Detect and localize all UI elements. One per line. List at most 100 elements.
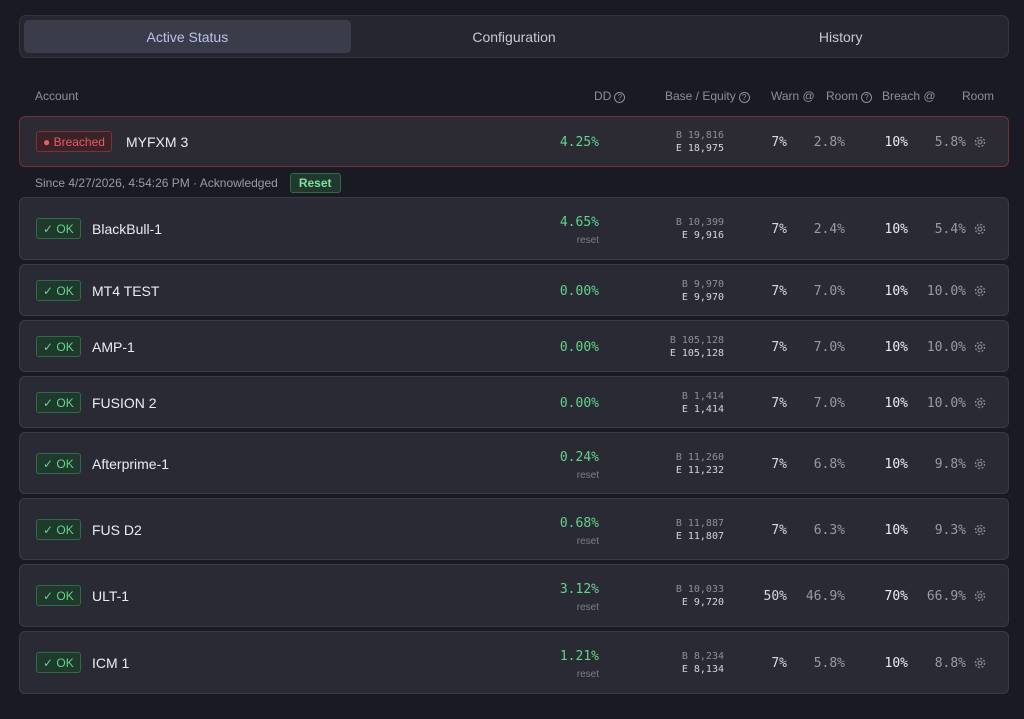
breach-value: 10%	[884, 340, 908, 355]
breach-info-text: Since 4/27/2026, 4:54:26 PM · Acknowledg…	[35, 176, 278, 190]
base-equity: B 9,970 E 9,970	[681, 279, 724, 303]
gear-icon[interactable]	[973, 284, 987, 298]
account-name: FUS D2	[92, 522, 142, 538]
tab-configuration[interactable]: Configuration	[472, 28, 556, 45]
reset-button[interactable]: Reset	[289, 173, 341, 193]
account-name: FUSION 2	[92, 395, 157, 411]
account-name: Afterprime-1	[92, 456, 170, 472]
status-badge-ok: ✓ OK	[36, 519, 81, 540]
breach-value: 10%	[884, 523, 908, 538]
table-row[interactable]: ✓ OK FUS D2 0.68% reset B 11,887 E 11,807…	[19, 498, 1009, 560]
status-badge-breached: ● Breached	[36, 131, 112, 152]
reset-label: reset	[576, 235, 599, 246]
warn-value: 7%	[771, 656, 787, 671]
dd-value: 0.00%	[559, 396, 599, 411]
status-badge-ok: ✓ OK	[36, 218, 81, 239]
base-equity: B 1,414 E 1,414	[681, 391, 724, 415]
tab-bar: Active Status Configuration History	[19, 15, 1009, 58]
warn-value: 7%	[771, 222, 787, 237]
header-breach: Breach @	[882, 89, 936, 103]
base-equity: B 105,128 E 105,128	[669, 335, 724, 359]
account-name: MYFXM 3	[126, 134, 189, 150]
dd-value: 4.65%	[559, 215, 599, 230]
gear-icon[interactable]	[973, 523, 987, 537]
warn-value: 7%	[771, 284, 787, 299]
warn-room-value: 7.0%	[813, 340, 845, 355]
breach-room-value: 66.9%	[926, 589, 966, 604]
table-header: Account DD? Base / Equity? Warn @ Room? …	[20, 86, 1008, 106]
breach-room-value: 9.3%	[934, 523, 966, 538]
header-room: Room?	[826, 89, 873, 103]
base-equity: B 11,260 E 11,232	[675, 452, 724, 476]
base-equity: B 10,033 E 9,720	[675, 584, 724, 608]
breach-value: 10%	[884, 284, 908, 299]
dd-value: 0.00%	[559, 284, 599, 299]
reset-label: reset	[576, 669, 599, 680]
breach-value: 10%	[884, 396, 908, 411]
breach-value: 10%	[884, 222, 908, 237]
gear-icon[interactable]	[973, 656, 987, 670]
help-icon[interactable]: ?	[738, 92, 750, 103]
gear-icon[interactable]	[973, 396, 987, 410]
tab-active-status[interactable]: Active Status	[24, 20, 351, 53]
warn-room-value: 5.8%	[813, 656, 845, 671]
warn-room-value: 46.9%	[805, 589, 845, 604]
breach-room-value: 10.0%	[926, 284, 966, 299]
account-name: ICM 1	[92, 655, 130, 671]
account-name: AMP-1	[92, 339, 135, 355]
reset-label: reset	[576, 602, 599, 613]
dd-value: 3.12%	[559, 582, 599, 597]
breach-room-value: 10.0%	[926, 340, 966, 355]
help-icon[interactable]: ?	[614, 92, 626, 103]
gear-icon[interactable]	[973, 340, 987, 354]
warn-value: 7%	[771, 457, 787, 472]
base-equity: B 10,399 E 9,916	[675, 217, 724, 241]
account-name: ULT-1	[92, 588, 130, 604]
gear-icon[interactable]	[973, 457, 987, 471]
warn-room-value: 7.0%	[813, 396, 845, 411]
account-name: BlackBull-1	[92, 221, 163, 237]
breach-room-value: 5.8%	[934, 135, 966, 150]
header-account: Account	[35, 89, 79, 103]
dd-value: 0.00%	[559, 340, 599, 355]
table-row[interactable]: ✓ OK BlackBull-1 4.65% reset B 10,399 E 9…	[19, 197, 1009, 260]
dd-value: 0.68%	[559, 516, 599, 531]
status-badge-ok: ✓ OK	[36, 652, 81, 673]
base-equity: B 19,816 E 18,975	[675, 130, 724, 154]
gear-icon[interactable]	[973, 589, 987, 603]
base-equity: B 8,234 E 8,134	[681, 651, 724, 675]
header-dd: DD?	[594, 89, 626, 103]
reset-label: reset	[576, 470, 599, 481]
warn-value: 50%	[763, 589, 787, 604]
breach-room-value: 10.0%	[926, 396, 966, 411]
header-warn: Warn @	[771, 89, 815, 103]
breach-info: Since 4/27/2026, 4:54:26 PM · Acknowledg…	[35, 173, 341, 193]
table-row[interactable]: ✓ OK Afterprime-1 0.24% reset B 11,260 E …	[19, 432, 1009, 494]
warn-value: 7%	[771, 523, 787, 538]
table-row[interactable]: ✓ OK AMP-1 0.00% B 105,128 E 105,128 7% 7…	[19, 320, 1009, 372]
status-badge-ok: ✓ OK	[36, 453, 81, 474]
header-room-2: Room	[962, 89, 995, 103]
tab-history[interactable]: History	[818, 28, 863, 45]
help-icon[interactable]: ?	[861, 92, 873, 103]
dd-value: 0.24%	[559, 450, 599, 465]
table-row[interactable]: ✓ OK MT4 TEST 0.00% B 9,970 E 9,970 7% 7.…	[19, 264, 1009, 316]
warn-value: 7%	[771, 135, 787, 150]
status-badge-ok: ✓ OK	[36, 280, 81, 301]
table-row[interactable]: ✓ OK ULT-1 3.12% reset B 10,033 E 9,720 5…	[19, 564, 1009, 627]
breach-room-value: 9.8%	[934, 457, 966, 472]
status-badge-ok: ✓ OK	[36, 585, 81, 606]
table-row-breached[interactable]: ● Breached MYFXM 3 4.25% B 19,816 E 18,97…	[19, 116, 1009, 167]
warn-value: 7%	[771, 396, 787, 411]
account-name: MT4 TEST	[92, 283, 160, 299]
warn-room-value: 6.3%	[813, 523, 845, 538]
table-row[interactable]: ✓ OK ICM 1 1.21% reset B 8,234 E 8,134 7%…	[19, 631, 1009, 694]
header-base-equity: Base / Equity?	[665, 89, 750, 103]
gear-icon[interactable]	[973, 222, 987, 236]
status-badge-ok: ✓ OK	[36, 336, 81, 357]
gear-icon[interactable]	[973, 135, 987, 149]
breach-value: 10%	[884, 135, 908, 150]
table-row[interactable]: ✓ OK FUSION 2 0.00% B 1,414 E 1,414 7% 7.…	[19, 376, 1009, 428]
dd-value: 4.25%	[559, 135, 599, 150]
breach-room-value: 8.8%	[934, 656, 966, 671]
